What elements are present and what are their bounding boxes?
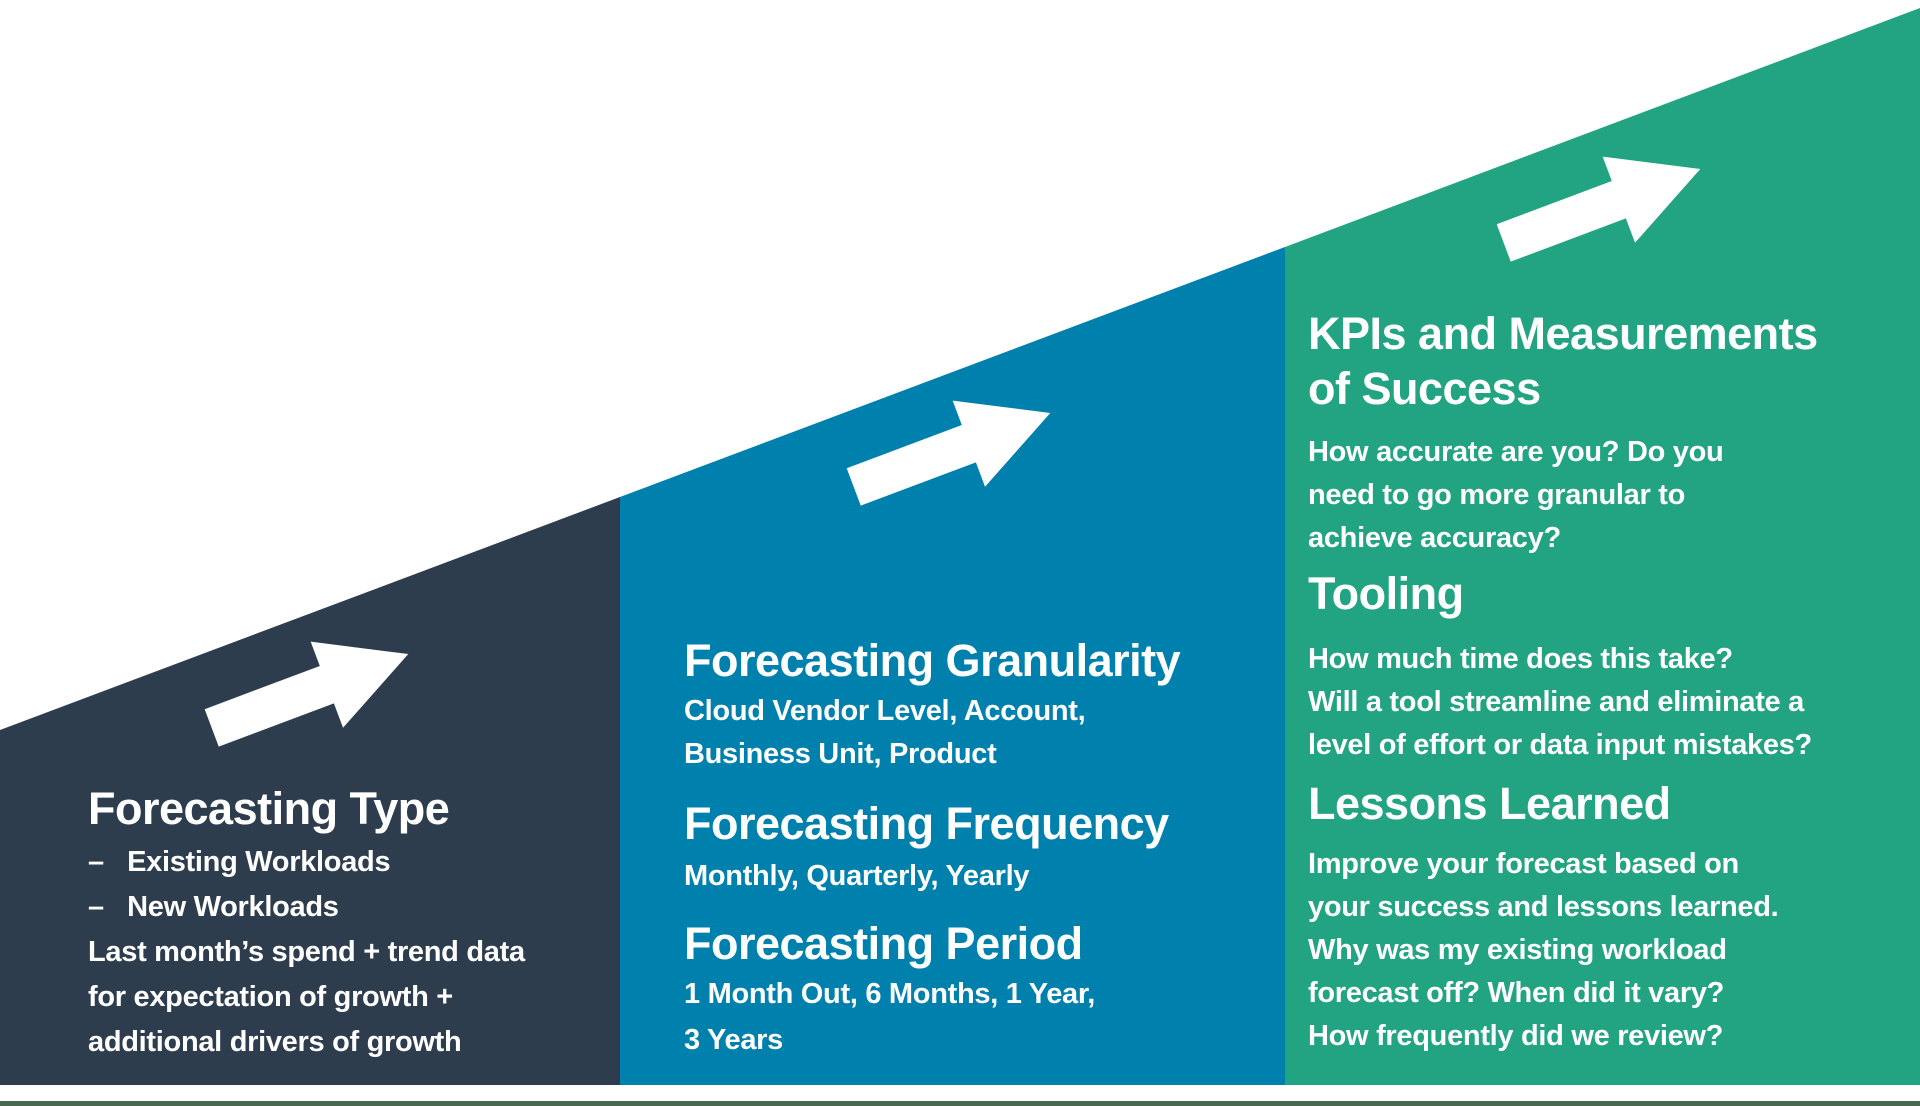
forecasting-granularity-heading: Forecasting Granularity [684,635,1181,686]
growth-arrow-icon [846,400,1051,506]
forecasting-granularity-body: Cloud Vendor Level, Account, Business Un… [684,695,1086,770]
forecasting-type-body: – Existing Workloads – New Workloads Las… [88,846,525,1058]
tooling-heading: Tooling [1308,568,1464,619]
panel-forecasting-type-shape [0,497,620,1085]
lessons-learned-heading: Lessons Learned [1308,778,1671,829]
growth-arrow-icon [1496,156,1701,262]
bottom-bar [0,1101,1920,1106]
kpis-body: How accurate are you? Do you need to go … [1308,436,1724,554]
forecasting-frequency-body: Monthly, Quarterly, Yearly [684,860,1030,892]
forecasting-period-heading: Forecasting Period [684,918,1083,969]
kpis-heading: KPIs and Measurements of Success [1308,308,1818,414]
tooling-body: How much time does this take? Will a too… [1308,643,1812,761]
forecasting-period-body: 1 Month Out, 6 Months, 1 Year, 3 Years [684,978,1096,1056]
lessons-learned-body: Improve your forecast based on your succ… [1308,848,1779,1052]
panel-kpis-shape [1285,8,1920,1085]
forecasting-type-heading: Forecasting Type [88,783,450,834]
growth-arrow-icon [204,641,409,747]
panel-forecasting-granularity-shape [620,247,1285,1085]
forecasting-frequency-heading: Forecasting Frequency [684,798,1169,849]
